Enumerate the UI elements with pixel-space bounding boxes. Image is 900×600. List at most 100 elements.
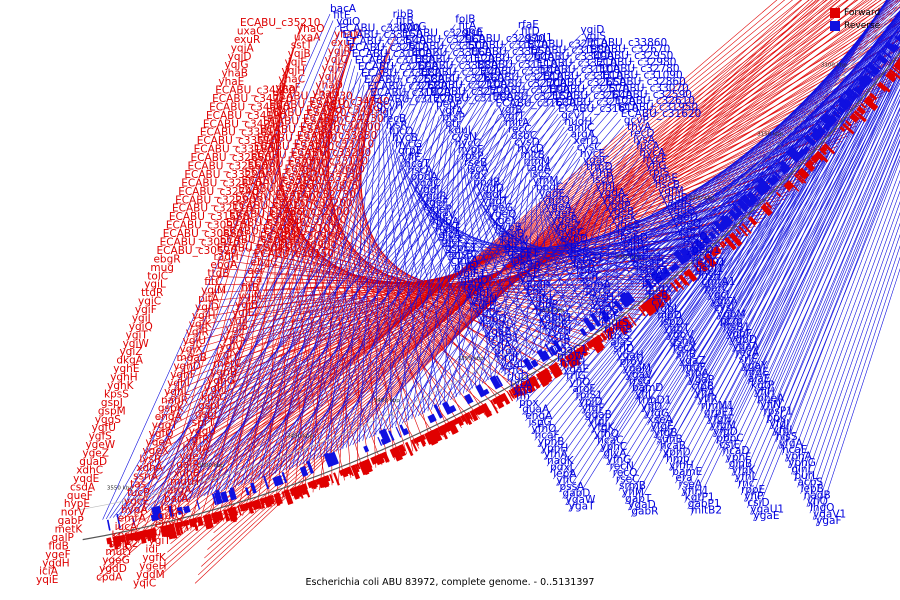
- reverse-gene-label[interactable]: exbB: [498, 228, 524, 240]
- forward-gene-label[interactable]: ygiF: [135, 304, 157, 316]
- reverse-gene-label[interactable]: ygfA: [439, 105, 464, 117]
- reverse-gene-label[interactable]: ECABU_c31090: [602, 69, 682, 81]
- forward-gene-label[interactable]: ECABU_c35210: [240, 17, 320, 29]
- forward-gene-label[interactable]: hyuA: [183, 442, 211, 454]
- reverse-gene-label[interactable]: rumA: [582, 278, 611, 290]
- forward-gene-label[interactable]: yqdE: [73, 473, 99, 485]
- reverse-gene-label[interactable]: glcE: [461, 27, 483, 39]
- reverse-gene-label[interactable]: alaS: [610, 337, 633, 349]
- reverse-gene-label[interactable]: rimM: [523, 156, 550, 168]
- reverse-gene-label[interactable]: hcaD: [723, 445, 750, 457]
- forward-gene-label[interactable]: ECABU_c33730: [257, 133, 337, 145]
- reverse-gene-label[interactable]: acpS: [798, 476, 824, 488]
- forward-gene-label[interactable]: ECABU_c32880: [191, 152, 271, 164]
- forward-gene-label[interactable]: ECABU_c30900: [257, 240, 337, 252]
- reverse-gene-label[interactable]: ECABU_c32910: [349, 42, 429, 54]
- reverse-gene-label[interactable]: ECABU_c32090: [489, 85, 569, 97]
- reverse-gene-label[interactable]: yfiP: [744, 490, 763, 502]
- reverse-gene-label[interactable]: nudH: [564, 116, 592, 128]
- reverse-gene-label[interactable]: nrdE: [745, 367, 769, 379]
- reverse-gene-label[interactable]: ECABU_c33210: [536, 58, 616, 70]
- reverse-gene-label[interactable]: hypF: [458, 144, 484, 156]
- reverse-gene-label[interactable]: ECABU_c32660: [424, 73, 504, 85]
- forward-gene-label[interactable]: emrB: [155, 518, 183, 530]
- reverse-gene-label[interactable]: ygbK: [592, 298, 620, 310]
- forward-gene-label[interactable]: pitA: [198, 293, 220, 305]
- reverse-gene-label[interactable]: yphF: [726, 452, 752, 464]
- forward-gene-label[interactable]: sstT: [291, 40, 313, 52]
- forward-gene-label[interactable]: yqjH: [282, 65, 306, 77]
- reverse-gene-label[interactable]: csiE: [719, 439, 740, 451]
- forward-gene-label[interactable]: exuR: [234, 34, 260, 46]
- reverse-gene-label[interactable]: yfgH: [707, 413, 731, 425]
- forward-gene-label[interactable]: exuT: [331, 37, 357, 49]
- reverse-gene-label[interactable]: ygeV: [429, 210, 456, 222]
- reverse-gene-label[interactable]: yfhA: [544, 449, 569, 461]
- reverse-gene-label[interactable]: ispG: [528, 416, 551, 428]
- reverse-gene-label[interactable]: ECABU_c32970: [465, 33, 545, 45]
- forward-gene-label[interactable]: ECABU_c34860: [215, 85, 295, 97]
- reverse-gene-label[interactable]: yphC: [600, 441, 627, 453]
- reverse-gene-label[interactable]: yfgA: [779, 438, 804, 450]
- reverse-gene-label[interactable]: serA: [639, 271, 663, 283]
- reverse-gene-label[interactable]: gspE1: [445, 242, 477, 254]
- forward-gene-label[interactable]: aer: [247, 265, 265, 277]
- reverse-gene-label[interactable]: iscS: [530, 169, 551, 181]
- reverse-gene-label[interactable]: gspG1: [570, 253, 604, 265]
- forward-gene-label[interactable]: ECABU_c32930: [238, 183, 318, 195]
- reverse-gene-label[interactable]: insB: [573, 259, 595, 271]
- reverse-gene-label[interactable]: gudD: [460, 274, 488, 286]
- reverse-gene-label[interactable]: lysA: [633, 134, 656, 146]
- reverse-gene-label[interactable]: ygbT: [664, 322, 691, 334]
- forward-gene-label[interactable]: ECABU_c32190: [235, 192, 315, 204]
- forward-gene-label[interactable]: ygeX: [142, 445, 169, 457]
- reverse-gene-label[interactable]: ECABU_c32690: [358, 61, 438, 73]
- reverse-gene-label[interactable]: ppdC: [536, 182, 563, 194]
- forward-gene-label[interactable]: ygiU: [183, 335, 206, 347]
- forward-gene-label[interactable]: csdA: [70, 481, 96, 493]
- reverse-gene-label[interactable]: yfhK: [732, 465, 757, 477]
- reverse-gene-label[interactable]: recN: [610, 460, 634, 472]
- reverse-gene-label[interactable]: ECABU_c32570: [549, 83, 629, 95]
- reverse-gene-label[interactable]: surE: [473, 300, 496, 312]
- forward-gene-label[interactable]: ECABU_c32875: [278, 181, 358, 193]
- reverse-gene-label[interactable]: guaA: [522, 404, 550, 416]
- forward-gene-label[interactable]: ECABU_c34060: [263, 116, 343, 128]
- forward-gene-label[interactable]: mutY: [105, 546, 133, 558]
- reverse-gene-label[interactable]: hycG: [395, 139, 422, 151]
- reverse-gene-label[interactable]: gshA: [670, 335, 697, 347]
- forward-gene-label[interactable]: ttdR: [141, 287, 163, 299]
- forward-gene-label[interactable]: ygiZ: [119, 346, 142, 358]
- forward-gene-label[interactable]: iucA: [115, 521, 138, 533]
- forward-gene-label[interactable]: ECABU_c32290: [175, 194, 255, 206]
- reverse-gene-label[interactable]: ECABU_c32680: [367, 81, 447, 93]
- reverse-gene-label[interactable]: yfgL: [773, 425, 796, 437]
- reverse-gene-label[interactable]: ECABU_c31630: [496, 98, 576, 110]
- reverse-gene-label[interactable]: ECABU_c33070: [608, 82, 688, 94]
- reverse-gene-label[interactable]: exbD: [561, 233, 588, 245]
- reverse-gene-label[interactable]: ygaY: [742, 360, 768, 372]
- reverse-gene-label[interactable]: ribB: [393, 8, 414, 20]
- forward-gene-label[interactable]: ECABU_c30910: [160, 236, 240, 248]
- reverse-gene-label[interactable]: lhgO: [810, 502, 835, 514]
- reverse-gene-label[interactable]: pyrG: [585, 285, 610, 297]
- reverse-gene-label[interactable]: kdul: [448, 125, 470, 137]
- reverse-gene-label[interactable]: ECABU_c33140: [480, 65, 560, 77]
- reverse-gene-label[interactable]: cysD: [514, 136, 540, 148]
- reverse-gene-label[interactable]: ispF: [598, 311, 619, 323]
- reverse-gene-label[interactable]: yfiH1: [682, 485, 709, 497]
- reverse-gene-label[interactable]: hscB: [655, 179, 680, 191]
- forward-gene-label[interactable]: ECABU_c31340: [226, 217, 306, 229]
- reverse-gene-label[interactable]: ygeA: [545, 201, 572, 213]
- reverse-gene-label[interactable]: ECABU_c32120: [555, 96, 635, 108]
- forward-gene-label[interactable]: ECABU_c32110: [172, 203, 252, 215]
- forward-gene-label[interactable]: gspI: [198, 400, 220, 412]
- reverse-gene-label[interactable]: ygfB: [499, 104, 523, 116]
- reverse-gene-label[interactable]: ygbP: [532, 299, 558, 311]
- forward-gene-label[interactable]: bglA2: [108, 538, 138, 550]
- forward-gene-label[interactable]: gutQ: [158, 510, 184, 522]
- forward-gene-label[interactable]: kpsS: [104, 388, 129, 400]
- reverse-gene-label[interactable]: pcm: [720, 315, 743, 327]
- reverse-gene-label[interactable]: yfhH: [669, 459, 693, 471]
- reverse-gene-label[interactable]: gabP1: [688, 498, 721, 510]
